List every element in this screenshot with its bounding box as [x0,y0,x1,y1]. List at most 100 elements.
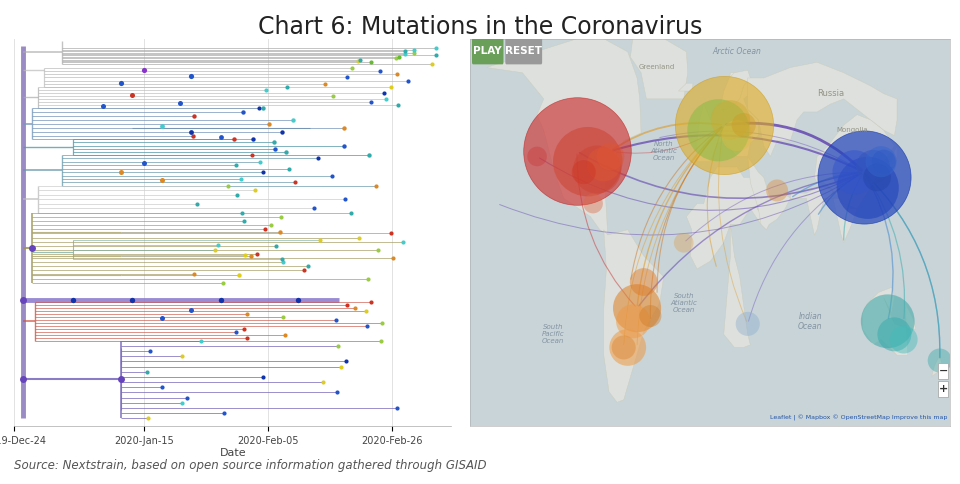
Text: Indian
Ocean: Indian Ocean [798,312,823,331]
Point [710,126,726,134]
Point [376,90,392,97]
Point [252,158,268,166]
Point [723,116,738,124]
Point [297,267,312,274]
Point [257,226,273,233]
Point [234,209,250,217]
Point [248,186,263,194]
Point [876,158,892,166]
Point [243,252,258,259]
Point [288,179,303,186]
Point [236,217,252,225]
Point [24,244,39,252]
Point [340,74,355,81]
Point [400,77,416,85]
Point [263,221,278,229]
Point [596,160,612,168]
Point [344,209,359,217]
Point [589,166,605,173]
Point [279,83,295,91]
Point [65,296,81,304]
Point [172,99,187,106]
Point [186,112,202,120]
Point [603,152,618,160]
Point [113,376,129,383]
Point [255,105,271,112]
Point [569,147,585,155]
Point [255,373,271,381]
Point [576,168,591,176]
Point [281,165,297,172]
Point [95,103,110,110]
Polygon shape [884,146,897,172]
Point [374,319,390,327]
Point [586,200,601,208]
Point [336,142,351,150]
Text: Chart 6: Mutations in the Coronavirus: Chart 6: Mutations in the Coronavirus [258,15,702,39]
Point [215,279,230,287]
Point [383,229,398,237]
Point [352,56,368,63]
Point [363,59,378,66]
Text: South
Pacific
Ocean: South Pacific Ocean [541,324,564,344]
Point [235,108,251,116]
Point [141,414,156,422]
Point [180,393,195,401]
Text: −: − [938,366,948,376]
Point [389,54,404,62]
Point [231,271,247,279]
Polygon shape [724,225,751,348]
Point [529,152,544,160]
Point [616,344,632,351]
Point [237,251,252,258]
Point [324,172,340,180]
Point [396,47,412,55]
Point [887,331,902,338]
Point [125,296,140,304]
X-axis label: Date: Date [220,448,246,458]
Point [428,45,444,52]
Text: Greenland: Greenland [639,64,675,71]
Point [730,132,745,139]
Point [311,154,326,162]
Polygon shape [679,83,693,91]
Point [193,337,208,345]
Point [736,121,752,129]
Point [113,168,129,176]
Point [406,46,421,54]
Point [261,120,276,128]
Point [245,151,260,159]
Point [373,337,389,345]
Point [349,57,365,65]
Point [330,342,346,350]
Point [337,196,352,203]
Point [136,66,152,74]
Point [328,316,344,324]
Point [255,168,271,176]
Polygon shape [830,198,857,243]
Point [246,136,261,143]
Point [847,168,862,176]
Point [186,271,202,278]
Point [896,336,911,344]
Point [389,404,404,412]
Point [300,262,315,270]
FancyBboxPatch shape [505,38,542,64]
Point [228,328,243,336]
Point [267,145,282,152]
Point [155,176,170,184]
Point [183,72,199,79]
Polygon shape [748,62,897,156]
Point [363,298,378,306]
Point [290,296,305,304]
Point [206,246,222,254]
Point [360,275,375,283]
Point [643,312,659,320]
Point [870,173,885,181]
Point [428,52,444,60]
Point [860,184,876,192]
Point [258,86,274,94]
Point [213,296,228,304]
Point [250,250,265,258]
Point [275,128,290,136]
